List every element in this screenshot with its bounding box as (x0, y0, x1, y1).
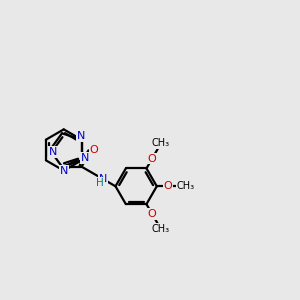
Text: CH₃: CH₃ (152, 138, 170, 148)
Text: N: N (77, 131, 85, 141)
Text: CH₃: CH₃ (152, 224, 170, 234)
Text: O: O (148, 154, 157, 164)
Text: N: N (60, 166, 68, 176)
Text: N: N (49, 147, 57, 157)
Text: N: N (80, 153, 89, 163)
Text: N: N (99, 174, 107, 184)
Text: O: O (164, 181, 172, 191)
Text: O: O (90, 145, 98, 154)
Text: CH₃: CH₃ (177, 181, 195, 191)
Text: H: H (96, 178, 104, 188)
Text: O: O (148, 209, 157, 219)
